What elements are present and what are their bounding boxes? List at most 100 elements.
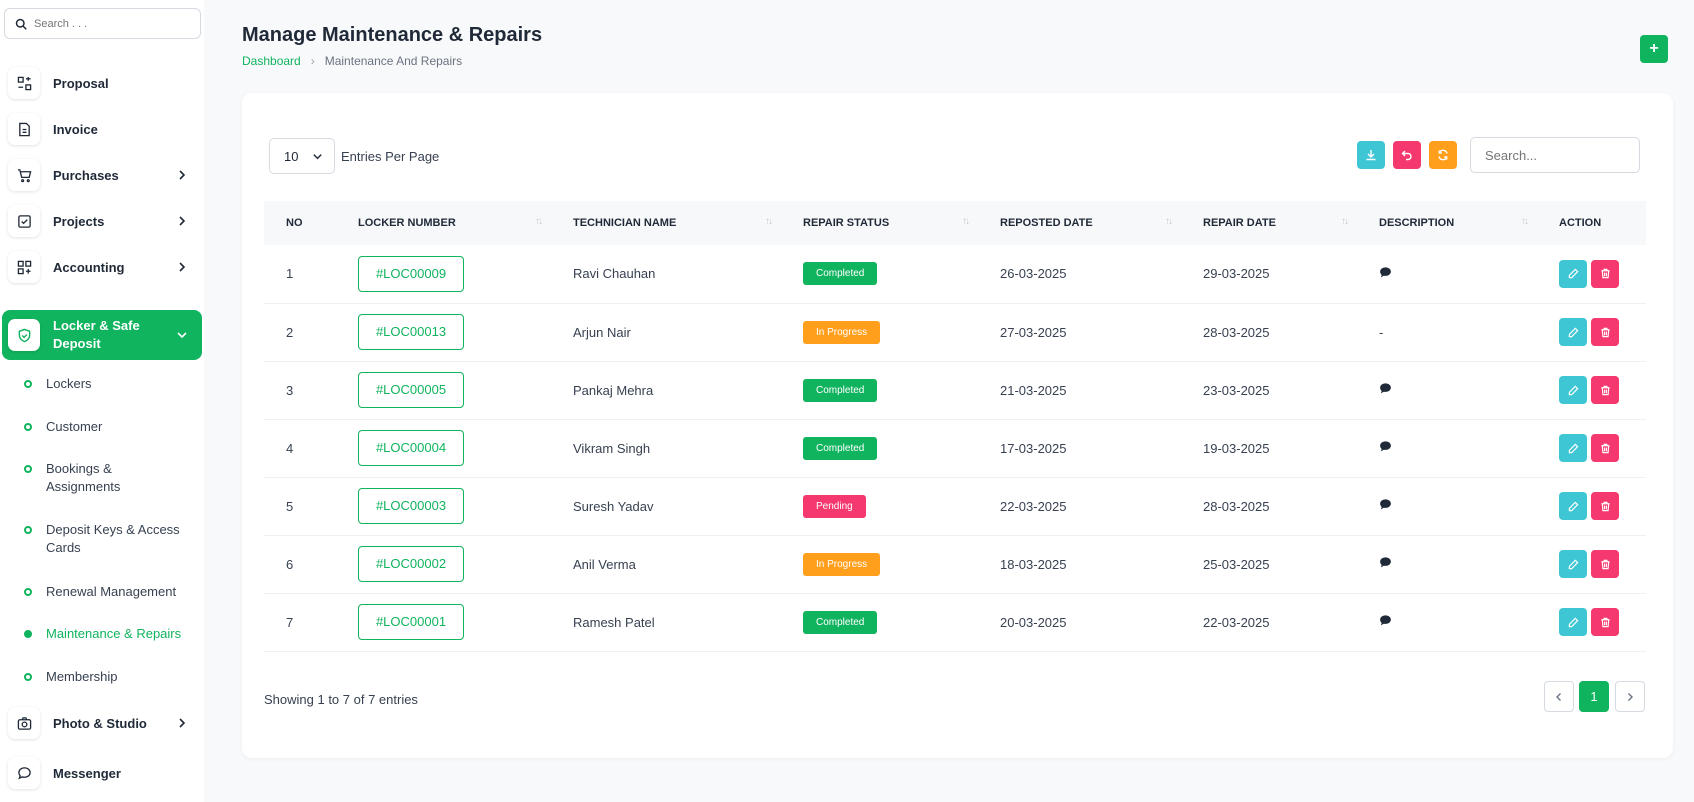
pencil-icon — [1568, 268, 1578, 279]
add-button[interactable]: + — [1640, 35, 1668, 63]
refresh-button[interactable] — [1429, 141, 1457, 169]
cell-repair-date: 28-03-2025 — [1203, 498, 1270, 514]
trash-icon — [1600, 617, 1610, 627]
cell-description: - — [1357, 303, 1537, 361]
cell-locker: #LOC00002 — [336, 535, 551, 593]
sidebar-item-purchases[interactable]: Purchases — [2, 152, 202, 198]
cell-locker: #LOC00004 — [336, 419, 551, 477]
locker-number-button[interactable]: #LOC00004 — [358, 430, 464, 466]
sidebar-subitem-lockers[interactable]: Lockers — [24, 375, 199, 393]
message-icon[interactable] — [1379, 615, 1392, 630]
pagination-next-button[interactable] — [1615, 681, 1645, 712]
delete-button[interactable] — [1591, 492, 1619, 520]
sidebar-item-messenger[interactable]: Messenger — [2, 750, 202, 796]
delete-button[interactable] — [1591, 259, 1619, 288]
edit-button[interactable] — [1559, 492, 1587, 520]
column-header-description[interactable]: DESCRIPTION ↑↓ — [1357, 201, 1537, 245]
entries-select[interactable]: 10 — [269, 138, 335, 174]
status-badge: In Progress — [803, 552, 881, 576]
sidebar-subitem-membership[interactable]: Membership — [24, 668, 199, 686]
sidebar-subitem-deposit-keys[interactable]: Deposit Keys & Access Cards — [24, 521, 199, 557]
column-label: DESCRIPTION — [1379, 217, 1455, 229]
edit-button[interactable] — [1559, 434, 1587, 462]
status-badge: Completed — [803, 378, 878, 402]
undo-button[interactable] — [1393, 141, 1421, 169]
cell-no: 4 — [286, 440, 294, 456]
maintenance-table: NO LOCKER NUMBER ↑↓ TECHNICIAN NAME ↑↓ REP… — [264, 201, 1646, 652]
delete-button[interactable] — [1591, 434, 1619, 462]
cell-description — [1357, 477, 1537, 535]
sidebar-subitem-maintenance[interactable]: Maintenance & Repairs — [24, 625, 199, 643]
cell-action — [1537, 477, 1646, 535]
column-header-technician-name[interactable]: TECHNICIAN NAME ↑↓ — [551, 201, 781, 245]
column-header-locker-number[interactable]: LOCKER NUMBER ↑↓ — [336, 201, 551, 245]
cell-repair-date: 22-03-2025 — [1203, 614, 1270, 630]
chat-icon — [8, 757, 40, 789]
message-icon[interactable] — [1379, 267, 1392, 282]
cell-repair-date: 29-03-2025 — [1203, 266, 1270, 282]
sidebar-item-locker-safe-deposit[interactable]: Locker & Safe Deposit — [2, 310, 202, 360]
delete-button[interactable] — [1591, 376, 1619, 404]
column-header-reposted-date[interactable]: REPOSTED DATE ↑↓ — [978, 201, 1181, 245]
locker-number-button[interactable]: #LOC00003 — [358, 488, 464, 524]
locker-number-button[interactable]: #LOC00013 — [358, 314, 464, 350]
edit-button[interactable] — [1559, 550, 1587, 578]
cell-locker: #LOC00009 — [336, 245, 551, 303]
undo-icon — [1401, 150, 1412, 161]
delete-button[interactable] — [1591, 608, 1619, 636]
delete-button[interactable] — [1591, 550, 1619, 578]
sidebar-item-proposal[interactable]: Proposal — [2, 60, 202, 106]
message-icon[interactable] — [1379, 499, 1392, 514]
sidebar-search-input[interactable] — [34, 17, 184, 30]
column-header-repair-date[interactable]: REPAIR DATE ↑↓ — [1181, 201, 1357, 245]
edit-button[interactable] — [1559, 608, 1587, 636]
message-icon[interactable] — [1379, 383, 1392, 398]
entries-value: 10 — [284, 148, 299, 164]
delete-button[interactable] — [1591, 318, 1619, 346]
projects-icon — [8, 205, 40, 237]
export-button[interactable] — [1357, 141, 1385, 169]
chevron-down-icon — [177, 332, 187, 339]
sort-icon: ↑↓ — [1521, 216, 1529, 227]
locker-number-button[interactable]: #LOC00005 — [358, 372, 464, 408]
table-header-row: NO LOCKER NUMBER ↑↓ TECHNICIAN NAME ↑↓ REP… — [264, 201, 1646, 245]
sidebar-subitem-bookings[interactable]: Bookings & Assignments — [24, 460, 164, 496]
edit-button[interactable] — [1559, 259, 1587, 288]
cell-technician: Pankaj Mehra — [573, 382, 654, 398]
sidebar-item-invoice[interactable]: Invoice — [2, 106, 202, 152]
breadcrumb: Dashboard › Maintenance And Repairs — [242, 54, 462, 68]
locker-number-button[interactable]: #LOC00002 — [358, 546, 464, 582]
subitem-label: Membership — [46, 669, 118, 684]
cell-locker: #LOC00001 — [336, 593, 551, 651]
sidebar: Proposal Invoice Purchases Projects Acco… — [0, 0, 204, 802]
sidebar-subitem-renewal[interactable]: Renewal Management — [24, 583, 199, 601]
locker-number-button[interactable]: #LOC00009 — [358, 255, 464, 292]
message-icon[interactable] — [1379, 441, 1392, 456]
pagination-prev-button[interactable] — [1544, 681, 1574, 712]
message-icon[interactable] — [1379, 557, 1392, 572]
breadcrumb-dashboard-link[interactable]: Dashboard — [242, 54, 301, 68]
cell-technician: Arjun Nair — [573, 324, 631, 340]
status-badge: Completed — [803, 262, 878, 286]
edit-button[interactable] — [1559, 318, 1587, 346]
sidebar-search[interactable] — [4, 8, 201, 39]
cell-description — [1357, 535, 1537, 593]
cell-action — [1537, 245, 1646, 303]
sidebar-item-projects[interactable]: Projects — [2, 198, 202, 244]
cell-no: 2 — [286, 324, 294, 340]
column-header-no[interactable]: NO — [264, 201, 336, 245]
sidebar-item-photo-studio[interactable]: Photo & Studio — [2, 700, 202, 746]
bullet-icon — [24, 630, 32, 638]
table-row: 1 #LOC00009 Ravi Chauhan Completed 26-03-202… — [264, 245, 1646, 303]
sidebar-subitem-customer[interactable]: Customer — [24, 418, 199, 436]
sidebar-item-accounting[interactable]: Accounting — [2, 244, 202, 290]
sidebar-item-label: Messenger — [53, 765, 121, 781]
column-header-repair-status[interactable]: REPAIR STATUS ↑↓ — [781, 201, 978, 245]
sidebar-item-label: Locker & Safe Deposit — [53, 318, 140, 351]
entries-per-page: 10 Entries Per Page — [269, 138, 439, 174]
status-badge: In Progress — [803, 320, 881, 344]
pagination-page-1[interactable]: 1 — [1579, 681, 1609, 712]
table-search-input[interactable] — [1470, 137, 1640, 173]
edit-button[interactable] — [1559, 376, 1587, 404]
locker-number-button[interactable]: #LOC00001 — [358, 604, 464, 640]
